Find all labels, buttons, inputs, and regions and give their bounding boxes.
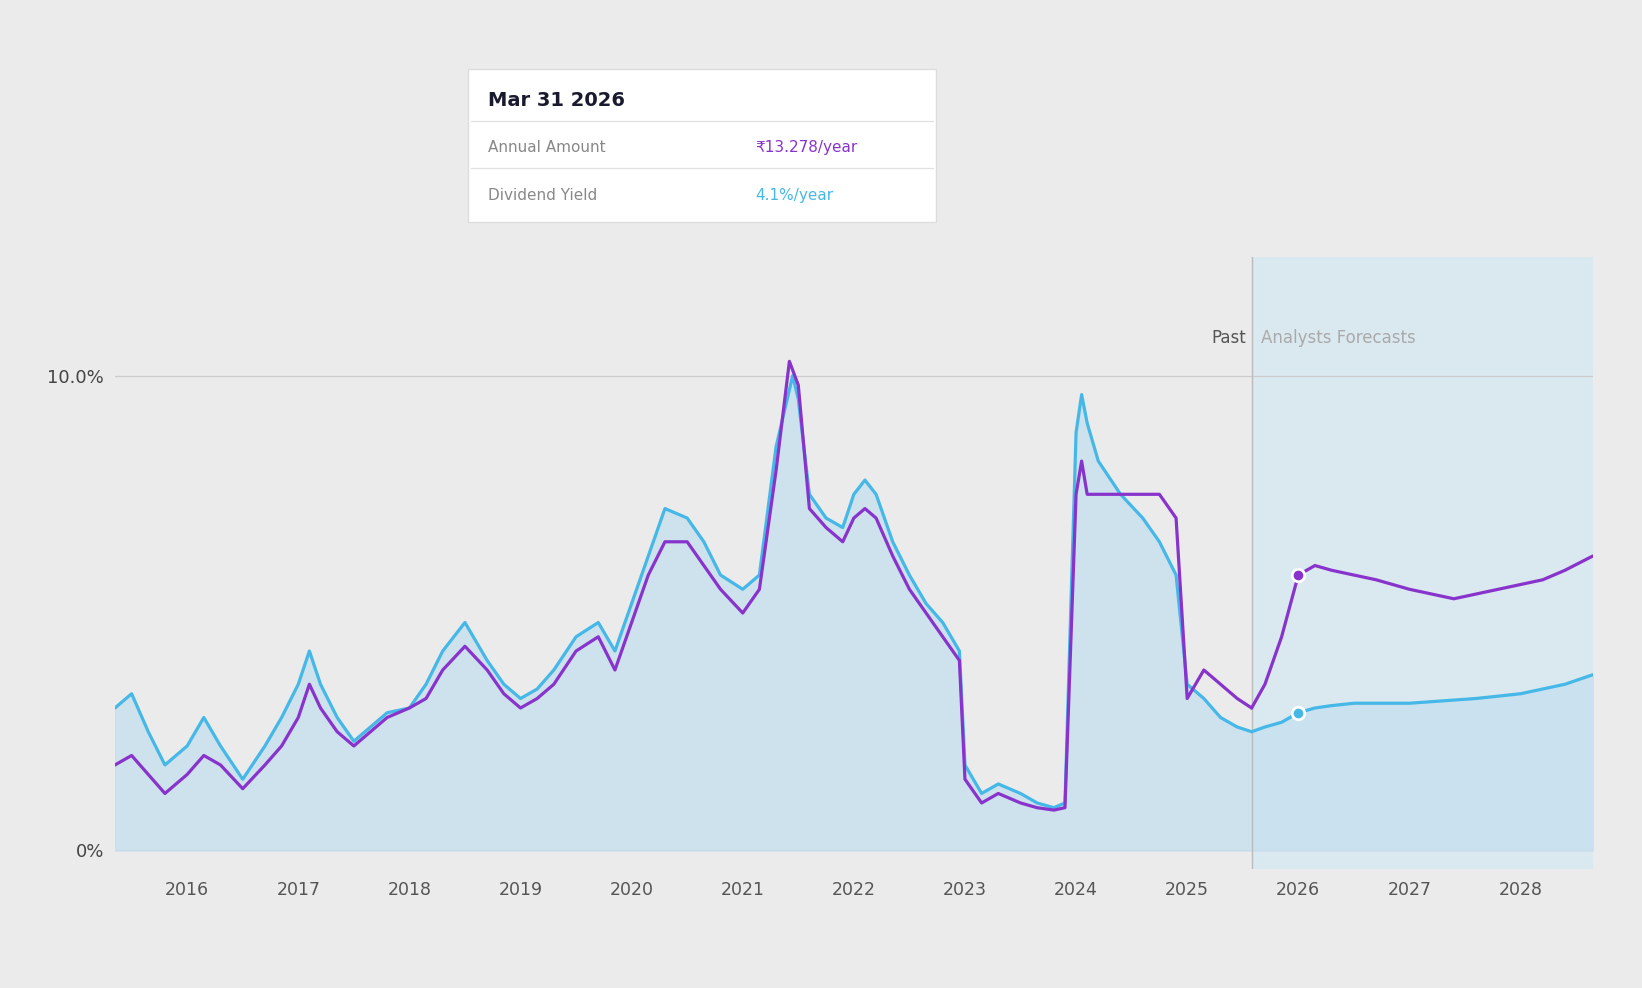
Text: 4.1%/year: 4.1%/year xyxy=(755,188,834,203)
Text: Dividend Yield: Dividend Yield xyxy=(488,188,598,203)
Bar xyxy=(1251,257,1626,869)
Text: Annual Amount: Annual Amount xyxy=(488,140,606,155)
Text: Mar 31 2026: Mar 31 2026 xyxy=(488,91,624,110)
Text: Past: Past xyxy=(1212,329,1246,347)
Text: ₹13.278/year: ₹13.278/year xyxy=(755,140,857,155)
Text: Analysts Forecasts: Analysts Forecasts xyxy=(1261,329,1415,347)
